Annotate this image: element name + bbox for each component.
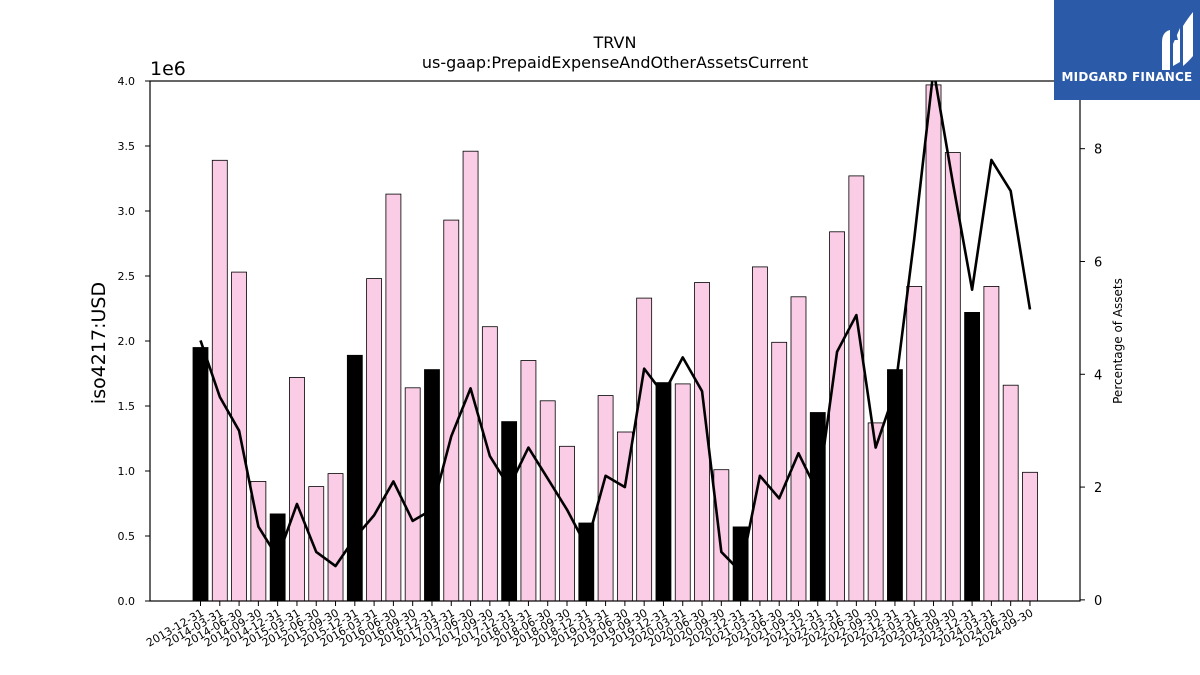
bar [559, 445, 575, 602]
y-tick-label: 3.5 [118, 140, 136, 153]
bar [327, 473, 344, 602]
y-axis-label: iso4217:USD [88, 282, 110, 404]
bar [366, 278, 383, 602]
y2-tick-label: 2 [1094, 481, 1102, 496]
y-tick-label: 0.5 [118, 530, 136, 543]
bar [308, 486, 325, 602]
bar [848, 175, 865, 602]
bar [443, 219, 460, 602]
bar [771, 341, 788, 602]
y-scale-label: 1e6 [150, 58, 186, 80]
bar [732, 526, 749, 602]
brand-logo: MIDGARD FINANCE [1054, 0, 1200, 100]
bar [404, 387, 421, 602]
bar [752, 266, 768, 602]
bar [925, 84, 942, 602]
bar [636, 297, 653, 602]
brand-logo-icon [1162, 12, 1193, 70]
y2-axis-label: Percentage of Assets [1111, 278, 1125, 404]
y-tick-label: 0.0 [118, 595, 136, 608]
bar [192, 347, 209, 602]
y2-tick-label: 6 [1094, 255, 1102, 270]
bar [829, 231, 845, 602]
bar [655, 382, 672, 602]
y-tick-label: 2.5 [118, 270, 136, 283]
bar [501, 421, 518, 602]
y2-tick-label: 4 [1094, 368, 1102, 383]
bar [539, 400, 556, 602]
y-tick-label: 4.0 [118, 75, 136, 88]
y2-tick-label: 0 [1094, 594, 1102, 609]
bar [809, 412, 826, 602]
chart-title: TRVN [593, 33, 637, 52]
bar [906, 285, 923, 602]
bar [462, 150, 479, 602]
bar [713, 469, 730, 602]
line-layer [199, 81, 1032, 573]
series-line [199, 81, 1032, 573]
bar [674, 383, 691, 602]
bar [983, 285, 1000, 602]
chart-subtitle: us-gaap:PrepaidExpenseAndOtherAssetsCurr… [422, 53, 808, 72]
y-tick-label: 1.0 [118, 465, 136, 478]
bar [346, 354, 363, 602]
y-tick-label: 2.0 [118, 335, 136, 348]
axes-layer: 0.00.51.01.52.02.53.03.54.0024682013-12-… [118, 75, 1103, 650]
bar [944, 152, 961, 602]
bar [790, 296, 807, 602]
y-tick-label: 3.0 [118, 205, 136, 218]
bar [1002, 384, 1019, 602]
brand-name: MIDGARD FINANCE [1061, 70, 1193, 84]
bar [385, 193, 402, 602]
y2-tick-label: 8 [1094, 143, 1102, 158]
bar-layer [192, 84, 1038, 602]
bar [964, 311, 980, 602]
bar [867, 422, 884, 602]
bar [1022, 471, 1038, 602]
bar [289, 376, 305, 602]
y-tick-label: 1.5 [118, 400, 136, 413]
bar [520, 360, 537, 602]
